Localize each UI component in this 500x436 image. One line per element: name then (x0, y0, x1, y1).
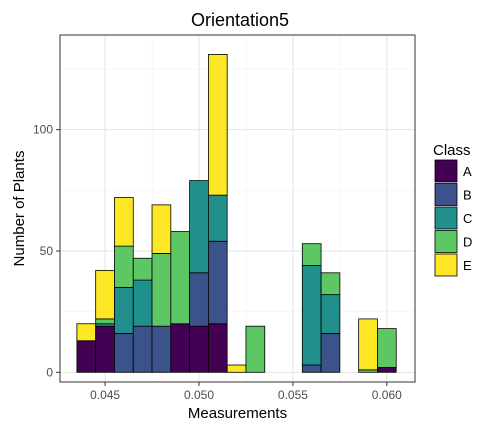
legend-label-b: B (463, 188, 472, 203)
bar-e (151, 204, 172, 254)
bar-a (95, 325, 115, 373)
bar-e (226, 364, 247, 373)
bar-d (114, 245, 134, 288)
axis-layer: 0.045 0.050 0.055 0.060 0 50 100 (33, 123, 402, 402)
bar-a (170, 323, 191, 373)
bar-c (207, 194, 228, 242)
x-tick-label: 0.045 (90, 388, 120, 402)
bar-d (170, 231, 191, 325)
bar-a (76, 340, 97, 373)
bar-a (207, 323, 228, 373)
bar-b (114, 333, 134, 373)
y-tick-label: 100 (33, 123, 53, 137)
legend-label-e: E (463, 258, 472, 273)
bar-d (377, 328, 397, 368)
plot-panel-border (59, 34, 416, 383)
x-tick-label: 0.055 (278, 388, 308, 402)
y-axis-label: Number of Plants (11, 151, 28, 267)
x-tick-label: 0.060 (372, 388, 402, 402)
bar-e (95, 269, 115, 320)
y-tick-label: 50 (40, 244, 54, 258)
bar-c (320, 294, 341, 334)
bar-d (245, 325, 266, 373)
bar-e (358, 318, 378, 371)
bar-e (114, 197, 134, 247)
bar-b (320, 333, 341, 373)
bar-d (132, 257, 153, 281)
legend-key-d (434, 230, 458, 253)
bar-a (189, 325, 209, 373)
legend-key-e (434, 253, 458, 277)
legend-label-a: A (463, 164, 472, 179)
bar-e (76, 323, 97, 342)
x-tick-label: 0.050 (184, 388, 214, 402)
bar-b (189, 272, 209, 327)
bar-b (301, 364, 322, 373)
x-axis-label: Measurements (188, 405, 287, 422)
legend-key-c (434, 206, 458, 230)
chart-title: Orientation5 (191, 10, 289, 30)
bar-c (301, 265, 322, 366)
legend-key-b (434, 183, 458, 206)
bar-c (189, 180, 209, 274)
bar-d (151, 252, 172, 327)
bar-a (377, 367, 397, 373)
bar-d (301, 243, 322, 266)
legend-title: Class (433, 142, 471, 159)
bar-b (132, 325, 153, 373)
legend-label-c: C (463, 211, 472, 226)
bar-c (114, 286, 134, 334)
legend-key-a (434, 159, 458, 183)
bar-b (207, 240, 228, 325)
bar-d (320, 272, 341, 296)
y-tick-label: 0 (46, 365, 53, 379)
bar-c (132, 279, 153, 327)
bar-e (207, 54, 228, 196)
bars-layer (76, 54, 397, 373)
bar-b (151, 325, 172, 373)
bar-d (95, 318, 115, 325)
legend-label-d: D (463, 235, 472, 250)
